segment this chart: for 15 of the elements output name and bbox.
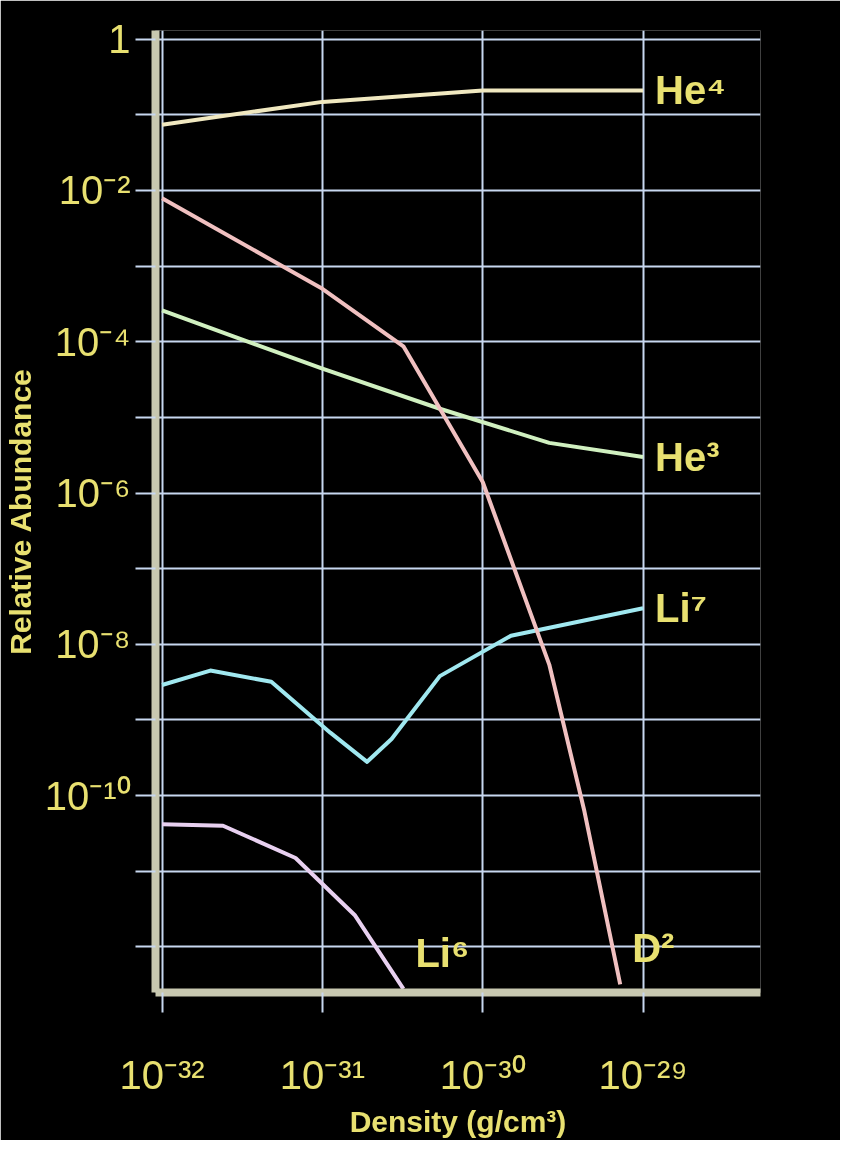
y-tick-label: 10⁻⁸ xyxy=(55,622,131,667)
x-tick-label: 10⁻³⁰ xyxy=(439,1052,526,1097)
x-axis-title: Density (g/cm³) xyxy=(349,1104,567,1138)
y-tick-label: 10⁻¹⁰ xyxy=(44,773,131,818)
x-tick-label: 10⁻²⁹ xyxy=(598,1052,688,1097)
series-label: He³ xyxy=(655,434,720,479)
y-tick-label: 10⁻⁴ xyxy=(54,319,131,364)
series-label: He⁴ xyxy=(655,68,726,113)
y-axis-title: Relative Abundance xyxy=(3,369,37,655)
x-tick-label: 10⁻³¹ xyxy=(279,1052,365,1097)
series-label: Li⁷ xyxy=(655,586,708,631)
y-tick-label: 10⁻² xyxy=(58,168,131,213)
y-tick-label: 1 xyxy=(108,17,131,62)
y-tick-label: 10⁻⁶ xyxy=(55,471,131,516)
x-tick-label: 10⁻³² xyxy=(119,1052,205,1097)
